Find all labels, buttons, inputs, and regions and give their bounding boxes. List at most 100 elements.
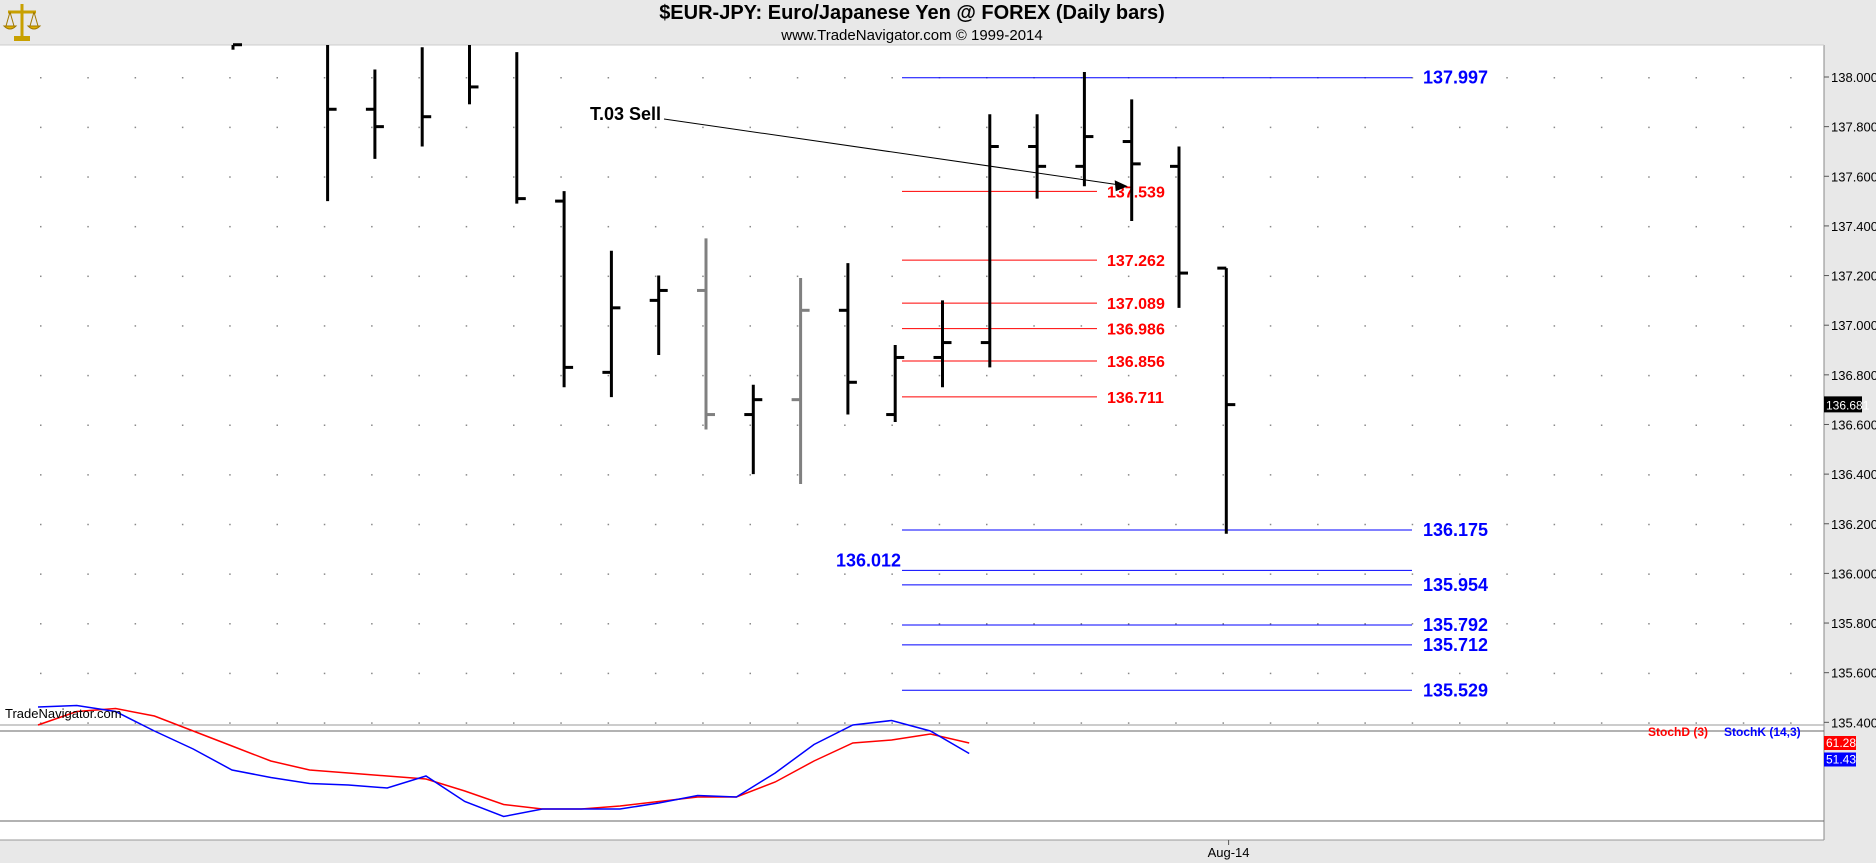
grid-dot	[229, 573, 231, 575]
grid-dot	[796, 474, 799, 476]
grid-dot	[371, 225, 373, 228]
grid-dot	[1600, 225, 1603, 228]
grid-dot	[607, 275, 610, 278]
grid-dot	[844, 474, 846, 476]
grid-dot	[749, 77, 751, 79]
grid-dot	[1127, 225, 1130, 228]
grid-dot	[1459, 225, 1461, 228]
grid-dot	[181, 672, 184, 675]
grid-dot	[40, 722, 42, 724]
grid-dot	[371, 374, 373, 377]
grid-dot	[1269, 722, 1272, 724]
grid-dot	[181, 126, 184, 129]
grid-dot	[229, 523, 231, 526]
grid-dot	[1175, 573, 1177, 575]
grid-dot	[323, 225, 326, 228]
grid-dot	[1600, 474, 1603, 476]
grid-dot	[418, 374, 420, 377]
grid-dot	[1080, 573, 1083, 575]
grid-dot	[1411, 523, 1414, 526]
grid-dot	[1695, 722, 1697, 724]
grid-dot	[1600, 325, 1603, 327]
grid-dot	[1222, 225, 1224, 228]
grid-dot	[465, 672, 468, 675]
grid-dot	[1506, 225, 1508, 228]
grid-dot	[87, 474, 89, 476]
grid-dot	[1648, 623, 1650, 625]
grid-dot	[749, 176, 751, 178]
grid-dot	[702, 424, 704, 426]
grid-dot	[1648, 275, 1650, 278]
grid-dot	[181, 623, 184, 625]
grid-dot	[1600, 126, 1603, 129]
y-tick-label: 135.400	[1831, 715, 1876, 730]
grid-dot	[749, 275, 751, 278]
grid-dot	[1269, 126, 1272, 129]
grid-dot	[1317, 474, 1319, 476]
grid-dot	[1269, 275, 1272, 278]
grid-dot	[1695, 225, 1697, 228]
grid-dot	[1033, 225, 1035, 228]
grid-dot	[87, 523, 89, 526]
grid-dot	[1695, 672, 1697, 675]
y-tick-label: 136.800	[1831, 368, 1876, 383]
grid-dot	[276, 325, 278, 327]
grid-dot	[654, 573, 657, 575]
grid-dot	[371, 672, 373, 675]
grid-dot	[1317, 126, 1319, 129]
grid-dot	[1080, 176, 1083, 178]
grid-dot	[418, 623, 420, 625]
grid-dot	[654, 126, 657, 129]
grid-dot	[1600, 573, 1603, 575]
grid-dot	[371, 325, 373, 327]
grid-dot	[702, 176, 704, 178]
grid-dot	[1411, 77, 1414, 79]
grid-dot	[1411, 573, 1414, 575]
grid-dot	[1080, 722, 1083, 724]
chart-title: $EUR-JPY: Euro/Japanese Yen @ FOREX (Dai…	[659, 2, 1165, 24]
grid-dot	[1648, 474, 1650, 476]
grid-dot	[844, 672, 846, 675]
grid-dot	[607, 722, 610, 724]
last-price-box	[1824, 396, 1862, 413]
stoch-last-label: 61.28	[1826, 736, 1856, 750]
grid-dot	[513, 126, 515, 129]
y-tick-label: 137.200	[1831, 269, 1876, 284]
grid-dot	[1269, 424, 1272, 426]
grid-dot	[323, 722, 326, 724]
grid-dot	[749, 424, 751, 426]
grid-dot	[1459, 672, 1461, 675]
grid-dot	[844, 424, 846, 426]
grid-dot	[1742, 225, 1745, 228]
grid-dot	[607, 623, 610, 625]
grid-dot	[1317, 722, 1319, 724]
grid-dot	[1033, 722, 1035, 724]
grid-dot	[371, 275, 373, 278]
grid-dot	[229, 374, 231, 377]
grid-dot	[1790, 623, 1792, 625]
grid-dot	[1033, 424, 1035, 426]
grid-dot	[1033, 325, 1035, 327]
stoch-last-label: 51.43	[1826, 753, 1856, 767]
grid-dot	[513, 275, 515, 278]
grid-dot	[607, 374, 610, 377]
grid-dot	[134, 623, 137, 625]
grid-dot	[1175, 424, 1177, 426]
grid-dot	[134, 374, 137, 377]
grid-dot	[749, 523, 751, 526]
grid-dot	[1648, 523, 1650, 526]
grid-dot	[1317, 176, 1319, 178]
grid-dot	[371, 474, 373, 476]
grid-dot	[323, 474, 326, 476]
grid-dot	[1364, 424, 1366, 426]
grid-dot	[1506, 126, 1508, 129]
grid-dot	[1222, 672, 1224, 675]
grid-dot	[418, 573, 420, 575]
grid-dot	[1175, 474, 1177, 476]
grid-dot	[1553, 722, 1556, 724]
grid-dot	[87, 623, 89, 625]
grid-dot	[1506, 573, 1508, 575]
grid-dot	[844, 374, 846, 377]
grid-dot	[560, 623, 562, 625]
target-label: 136.856	[1107, 354, 1165, 371]
